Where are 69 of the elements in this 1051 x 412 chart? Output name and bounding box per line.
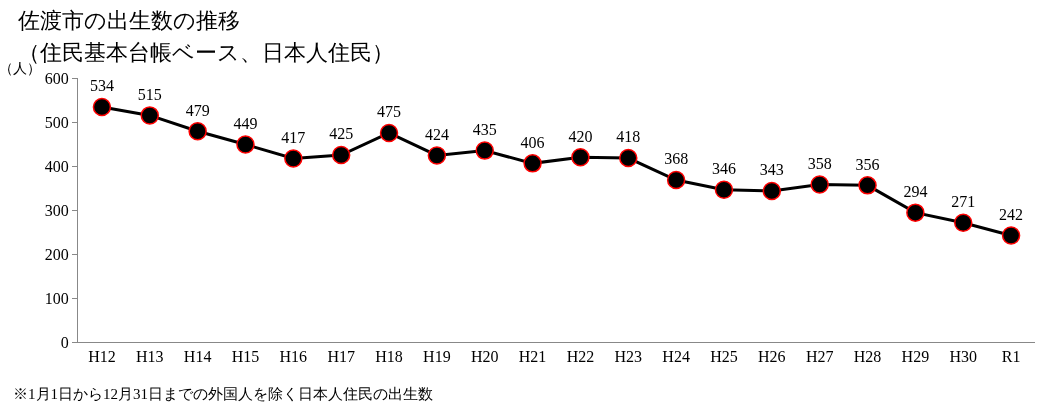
y-tick-label: 300 xyxy=(44,201,69,219)
y-tick-label: 200 xyxy=(44,245,69,263)
data-label: 534 xyxy=(89,77,114,95)
data-label: 358 xyxy=(807,154,832,172)
data-label: 294 xyxy=(903,183,928,201)
y-tick-label: 100 xyxy=(44,289,69,307)
x-tick-label: H29 xyxy=(901,348,930,366)
x-tick-label: H17 xyxy=(327,348,355,366)
point xyxy=(666,170,686,190)
point xyxy=(571,147,590,167)
point xyxy=(188,121,207,141)
point xyxy=(379,123,399,143)
point xyxy=(714,180,734,199)
data-label: 417 xyxy=(281,128,306,146)
point xyxy=(284,149,303,168)
point xyxy=(92,97,112,117)
data-label: 406 xyxy=(520,133,545,151)
point xyxy=(762,181,782,201)
x-tick-label: H15 xyxy=(231,348,260,366)
data-label: 418 xyxy=(616,128,641,146)
x-tick-label: H18 xyxy=(375,348,403,366)
x-tick-label: H30 xyxy=(949,348,978,366)
point xyxy=(1001,226,1021,245)
x-tick-label: H16 xyxy=(279,348,308,366)
y-tick-label: 500 xyxy=(44,113,69,131)
data-label: 356 xyxy=(855,155,880,173)
point xyxy=(619,148,638,168)
data-label: 479 xyxy=(185,101,210,119)
point xyxy=(953,213,973,232)
point xyxy=(236,135,255,154)
point xyxy=(810,175,829,194)
data-label: 515 xyxy=(137,85,162,103)
x-tick-label: H13 xyxy=(136,348,164,366)
x-tick-label: H28 xyxy=(853,348,882,366)
data-label: 424 xyxy=(424,125,449,143)
point xyxy=(427,146,447,165)
point xyxy=(331,145,351,165)
chart-title: 佐渡市の出生数の推移 xyxy=(18,8,240,33)
data-label: 449 xyxy=(233,114,258,132)
x-tick-label: H24 xyxy=(662,348,690,366)
x-tick-label: H21 xyxy=(518,348,547,366)
data-label: 475 xyxy=(377,103,402,121)
x-tick-label: H26 xyxy=(758,348,786,366)
data-label: 420 xyxy=(568,127,593,145)
x-tick-label: H19 xyxy=(423,348,451,366)
x-tick-label: R1 xyxy=(1001,348,1021,366)
x-tick-label: H25 xyxy=(710,348,738,366)
point xyxy=(475,141,494,160)
data-label: 346 xyxy=(711,160,736,178)
point xyxy=(906,203,925,222)
y-tick-label: 600 xyxy=(44,69,69,87)
data-label: 343 xyxy=(759,161,784,179)
data-label: 242 xyxy=(999,205,1024,223)
data-label: 368 xyxy=(664,150,689,168)
x-tick-label: H23 xyxy=(614,348,643,366)
x-tick-label: H12 xyxy=(88,348,116,366)
x-tick-label: H14 xyxy=(183,348,212,366)
text: ※1月1日から12月31日までの外国人を除く日本人住民の出生数 xyxy=(13,386,433,402)
x-tick-label: H27 xyxy=(805,348,834,366)
point xyxy=(140,106,160,125)
data-label: 435 xyxy=(472,120,497,138)
x-tick-label: H20 xyxy=(470,348,499,366)
point xyxy=(523,154,542,173)
data-label: 425 xyxy=(329,125,354,143)
y-tick-label: 0 xyxy=(60,333,69,351)
point xyxy=(858,176,877,195)
data-label: 271 xyxy=(951,193,976,211)
y-tick-label: 400 xyxy=(44,157,69,175)
x-tick-label: H22 xyxy=(566,348,595,366)
